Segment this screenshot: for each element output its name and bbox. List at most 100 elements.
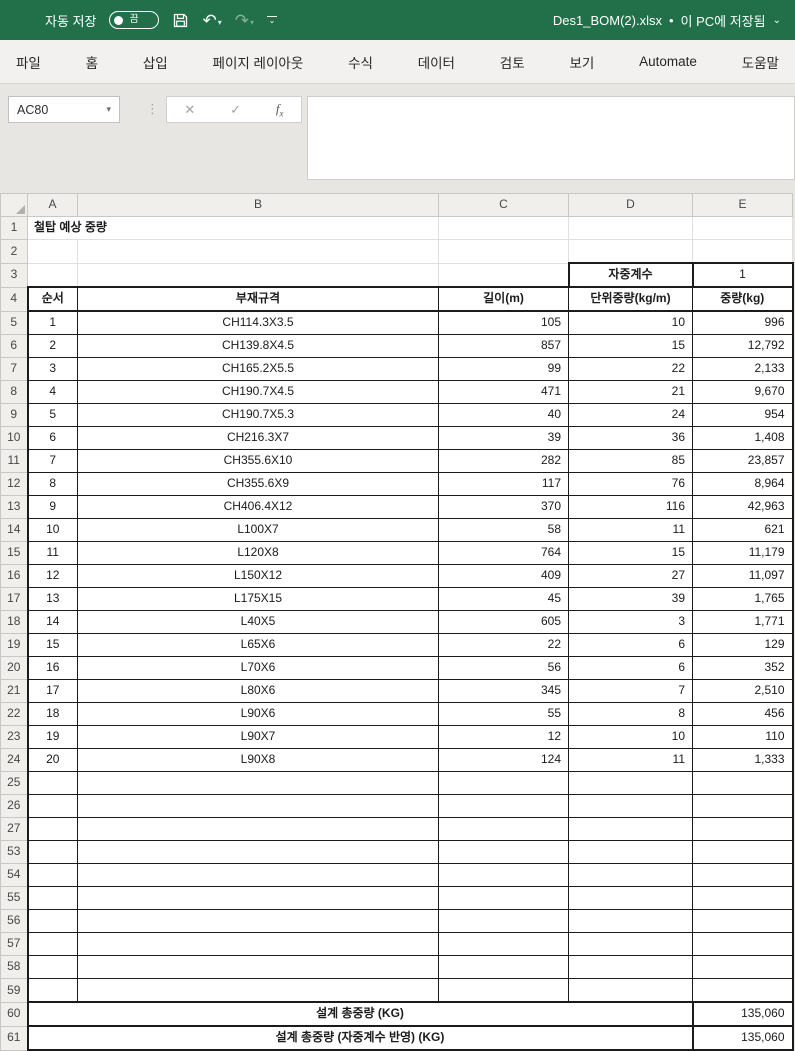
enter-icon[interactable]: ✓ [230,101,242,117]
row-header-60[interactable]: 60 [0,1001,28,1027]
cell-A24[interactable]: 20 [26,748,78,772]
autosave-toggle[interactable]: 끔 [109,11,160,29]
cell-A18[interactable]: 14 [26,610,78,634]
cell-E19[interactable]: 129 [692,633,794,657]
row-header-4[interactable]: 4 [0,286,28,312]
cell-E23[interactable]: 110 [692,725,794,749]
cell-D7[interactable]: 22 [568,357,693,381]
row-header-25[interactable]: 25 [0,771,28,795]
cell-B59[interactable] [77,978,439,1003]
cell-E9[interactable]: 954 [692,403,794,427]
row-header-13[interactable]: 13 [0,495,28,519]
cell-C21[interactable]: 345 [438,679,569,703]
cell-C3[interactable] [438,262,569,288]
header-cell-A4[interactable]: 순서 [26,286,78,312]
cell-A5[interactable]: 1 [26,310,78,335]
cell-E1[interactable] [692,216,793,240]
name-box-dropdown-icon[interactable]: ▾ [106,104,111,114]
cell-B56[interactable] [77,909,439,933]
row-header-16[interactable]: 16 [0,564,28,588]
row-header-21[interactable]: 21 [0,679,28,703]
cell-B10[interactable]: CH216.3X7 [77,426,439,450]
total-value-61[interactable]: 135,060 [692,1025,794,1051]
cell-E54[interactable] [692,863,794,887]
cell-B15[interactable]: L120X8 [77,541,439,565]
tab-insert[interactable]: 삽입 [142,55,168,71]
cell-D55[interactable] [568,886,693,910]
cell-B54[interactable] [77,863,439,887]
cell-E21[interactable]: 2,510 [692,679,794,703]
cell-B6[interactable]: CH139.8X4.5 [77,334,439,358]
row-header-14[interactable]: 14 [0,518,28,542]
cell-A26[interactable] [26,794,78,818]
cell-E3-factor-value[interactable]: 1 [691,262,794,288]
cell-C8[interactable]: 471 [438,380,569,404]
header-cell-C4[interactable]: 길이(m) [438,286,569,312]
cell-A53[interactable] [26,840,78,864]
cell-B18[interactable]: L40X5 [77,610,439,634]
cell-A58[interactable] [26,955,78,979]
cell-E17[interactable]: 1,765 [692,587,794,611]
cell-E6[interactable]: 12,792 [692,334,794,358]
row-header-1[interactable]: 1 [0,216,28,240]
cell-B25[interactable] [77,771,439,795]
cell-A22[interactable]: 18 [26,702,78,726]
cell-B9[interactable]: CH190.7X5.3 [77,403,439,427]
cell-E2[interactable] [692,239,793,264]
cell-D20[interactable]: 6 [568,656,693,680]
cell-D21[interactable]: 7 [568,679,693,703]
cell-A23[interactable]: 19 [26,725,78,749]
cell-D1[interactable] [568,216,693,240]
row-header-26[interactable]: 26 [0,794,28,818]
cell-E26[interactable] [692,794,794,818]
cell-A27[interactable] [26,817,78,841]
row-header-58[interactable]: 58 [0,955,28,979]
cell-A2[interactable] [27,239,78,264]
cell-A57[interactable] [26,932,78,956]
cell-D12[interactable]: 76 [568,472,693,496]
cell-E15[interactable]: 11,179 [692,541,794,565]
cell-A17[interactable]: 13 [26,587,78,611]
header-cell-E4[interactable]: 중량(kg) [692,286,794,312]
tab-help[interactable]: 도움말 [741,55,779,71]
cell-C6[interactable]: 857 [438,334,569,358]
row-header-6[interactable]: 6 [0,334,28,358]
cell-E56[interactable] [692,909,794,933]
cell-C7[interactable]: 99 [438,357,569,381]
row-header-61[interactable]: 61 [0,1025,28,1051]
cell-A3[interactable] [27,262,78,288]
cell-B11[interactable]: CH355.6X10 [77,449,439,473]
cell-A6[interactable]: 2 [26,334,78,358]
cell-C22[interactable]: 55 [438,702,569,726]
column-header-E[interactable]: E [692,193,793,217]
cell-C24[interactable]: 124 [438,748,569,772]
column-header-A[interactable]: A [27,193,78,217]
row-header-55[interactable]: 55 [0,886,28,910]
cell-B5[interactable]: CH114.3X3.5 [77,310,439,335]
cell-B14[interactable]: L100X7 [77,518,439,542]
cell-E14[interactable]: 621 [692,518,794,542]
cell-D22[interactable]: 8 [568,702,693,726]
tab-data[interactable]: 데이터 [417,55,455,71]
cell-A9[interactable]: 5 [26,403,78,427]
cell-E27[interactable] [692,817,794,841]
cell-B2[interactable] [77,239,439,264]
cell-A13[interactable]: 9 [26,495,78,519]
cell-A12[interactable]: 8 [26,472,78,496]
row-header-15[interactable]: 15 [0,541,28,565]
customize-toolbar-button[interactable]: ⌄ [266,15,277,25]
cell-B24[interactable]: L90X8 [77,748,439,772]
header-cell-B4[interactable]: 부재규격 [77,286,439,312]
row-header-23[interactable]: 23 [0,725,28,749]
cell-D56[interactable] [568,909,693,933]
row-header-56[interactable]: 56 [0,909,28,933]
cell-E55[interactable] [692,886,794,910]
cell-A11[interactable]: 7 [26,449,78,473]
tab-review[interactable]: 검토 [499,55,525,71]
cell-D53[interactable] [568,840,693,864]
cell-C54[interactable] [438,863,569,887]
cell-D13[interactable]: 116 [568,495,693,519]
cell-C11[interactable]: 282 [438,449,569,473]
cell-E25[interactable] [692,771,794,795]
cell-E7[interactable]: 2,133 [692,357,794,381]
